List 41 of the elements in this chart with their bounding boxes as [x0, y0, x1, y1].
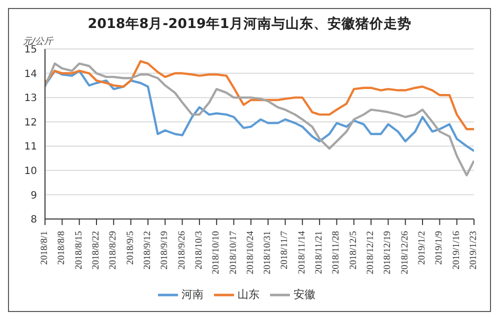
x-tick-label: 2019/1/9 — [434, 230, 445, 265]
x-tick-label: 2018/12/19 — [383, 230, 394, 274]
legend-label: 河南 — [182, 288, 204, 302]
x-tick-label: 2019/1/23 — [469, 230, 479, 270]
line-series — [45, 62, 474, 176]
y-tick-label: 11 — [24, 142, 37, 153]
line-series — [45, 60, 474, 130]
x-tick-label: 2018/9/12 — [142, 230, 153, 270]
x-tick-label: 2018/9/19 — [160, 230, 170, 270]
x-tick-label: 2018/10/31 — [263, 230, 274, 274]
x-tick-label: 2018/9/26 — [177, 230, 188, 270]
x-tick-label: 2018/12/5 — [348, 230, 359, 270]
x-tick-label: 2018/8/8 — [57, 230, 68, 265]
x-tick-label: 2018/8/29 — [108, 230, 119, 270]
x-tick-label: 2018/11/7 — [280, 230, 290, 270]
y-tick-label: 13 — [24, 93, 37, 104]
y-tick-label: 14 — [24, 68, 37, 80]
x-tick-label: 2018/8/15 — [74, 230, 84, 270]
line-series — [45, 70, 474, 152]
x-tick-label: 2018/8/1 — [40, 230, 50, 265]
y-tick-label: 8 — [30, 214, 37, 226]
x-tick-label: 2018/12/26 — [400, 230, 410, 274]
legend-label: 山东 — [238, 288, 260, 302]
x-tick-label: 2019/1/16 — [452, 230, 462, 270]
y-tick-label: 10 — [24, 166, 37, 177]
x-tick-label: 2018/10/17 — [228, 230, 239, 274]
x-tick-label: 2018/10/10 — [212, 230, 222, 274]
y-tick-label: 9 — [30, 190, 37, 202]
legend-label: 安徽 — [294, 288, 316, 302]
x-tick-label: 2018/11/14 — [297, 230, 308, 274]
y-tick-label: 12 — [24, 117, 37, 128]
x-tick-label: 2018/10/24 — [246, 230, 256, 274]
y-tick-label: 15 — [24, 44, 37, 56]
chart-title: 2018年8月-2019年1月河南与山东、安徽猪价走势 — [86, 15, 412, 33]
x-tick-label: 2018/8/22 — [91, 230, 102, 270]
x-tick-label: 2018/10/3 — [194, 230, 204, 270]
x-tick-label: 2018/9/5 — [126, 230, 136, 265]
x-tick-label: 2018/12/12 — [366, 230, 376, 274]
x-tick-label: 2018/11/28 — [332, 230, 342, 274]
x-tick-label: 2018/11/21 — [314, 230, 325, 274]
x-tick-label: 2019/1/2 — [418, 230, 428, 265]
